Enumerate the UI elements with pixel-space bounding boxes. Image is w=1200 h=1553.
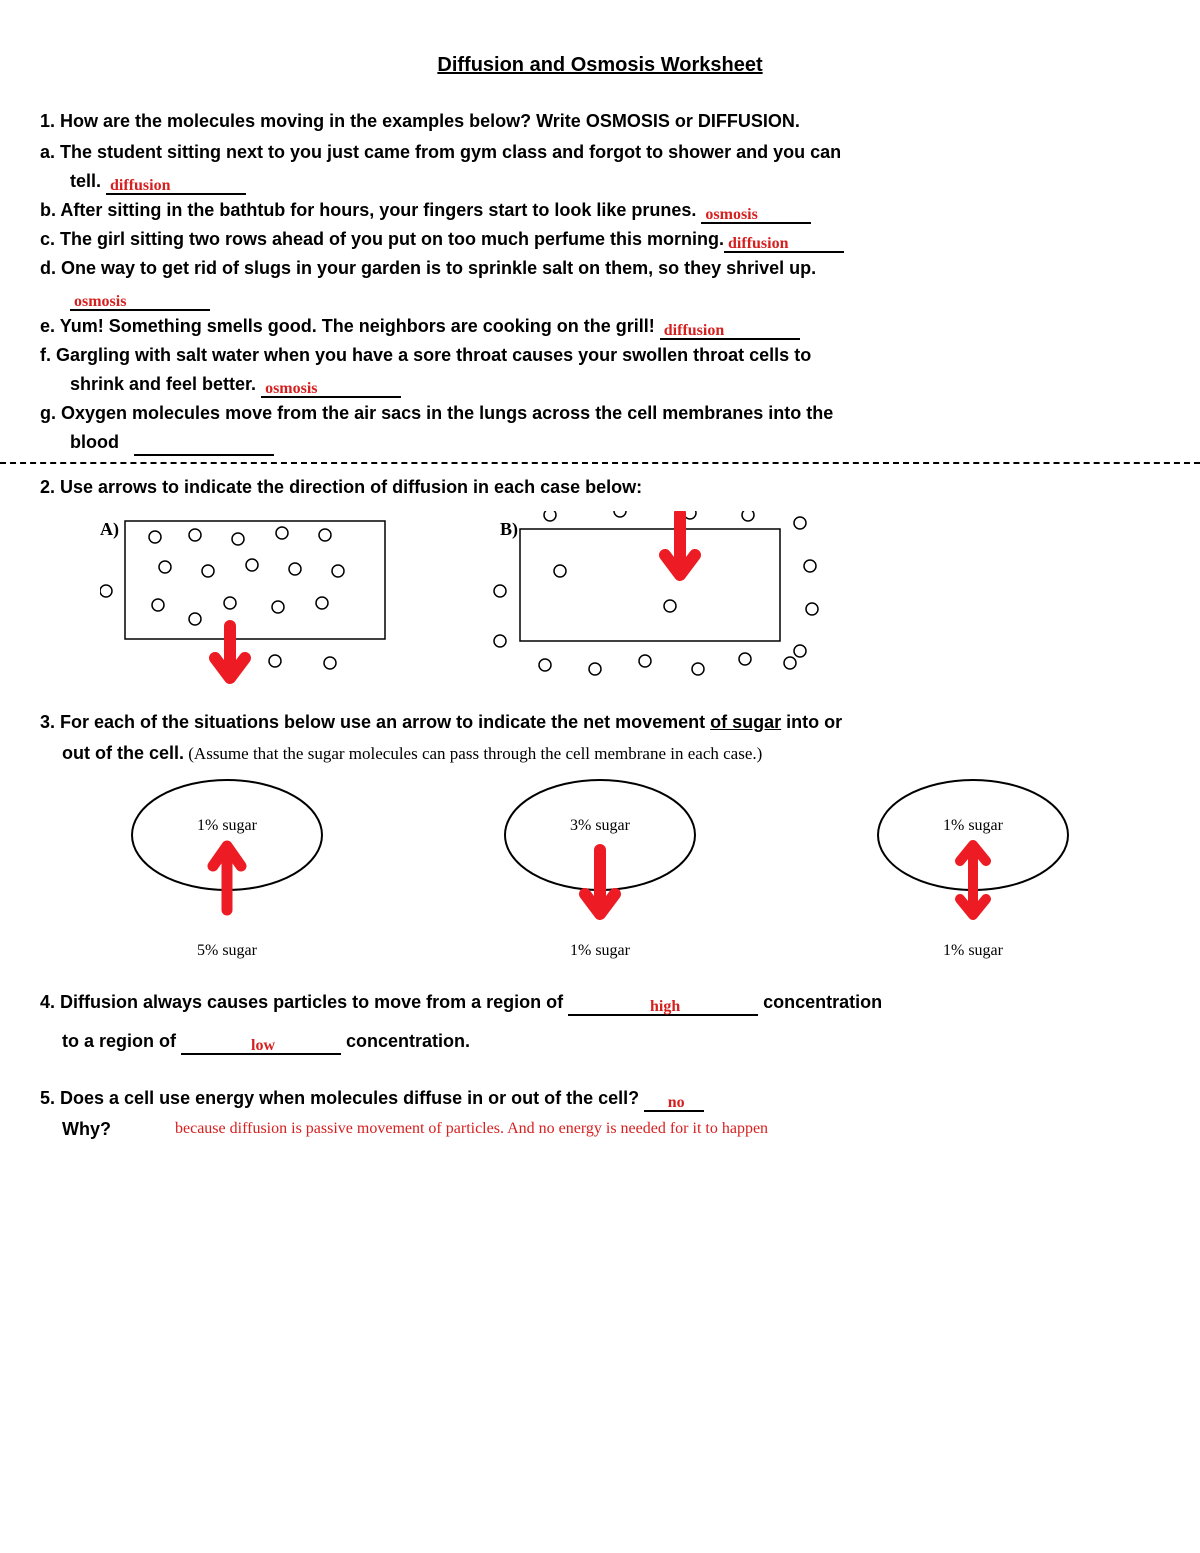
diagram-b-svg: B) xyxy=(480,511,840,691)
q1d-line2: osmosis xyxy=(70,284,1160,311)
q1g-line2: blood xyxy=(70,429,1160,456)
q1c: c. The girl sitting two rows ahead of yo… xyxy=(40,226,1160,253)
q5-why-label: Why? xyxy=(62,1116,111,1143)
svg-text:1% sugar: 1% sugar xyxy=(943,942,1004,959)
q1b: b. After sitting in the bathtub for hour… xyxy=(40,197,1160,224)
q1a-blank: diffusion xyxy=(106,173,246,195)
svg-text:1% sugar: 1% sugar xyxy=(943,817,1004,834)
q3-note: (Assume that the sugar molecules can pas… xyxy=(184,744,762,763)
q1f: f. Gargling with salt water when you hav… xyxy=(40,342,1160,369)
q1b-ans: osmosis xyxy=(701,206,757,223)
q1g-text: g. Oxygen molecules move from the air sa… xyxy=(40,403,833,423)
svg-text:1% sugar: 1% sugar xyxy=(197,817,258,834)
q5-ans: no xyxy=(664,1094,685,1111)
q1f-text2: shrink and feel better. xyxy=(70,374,256,394)
q1a: a. The student sitting next to you just … xyxy=(40,139,1160,166)
q4-ans1: high xyxy=(646,998,680,1015)
q1-pre: 1. How are the molecules moving in the e… xyxy=(40,111,586,131)
q4-ans2: low xyxy=(247,1037,275,1054)
q3-mid: into or xyxy=(781,712,842,732)
q1f-line2: shrink and feel better. osmosis xyxy=(70,371,1160,398)
diagram-a-svg: A) xyxy=(100,511,420,691)
diagram-b-label: B) xyxy=(500,519,518,540)
q4-line2: to a region of low concentration. xyxy=(62,1028,1160,1055)
q1c-ans: diffusion xyxy=(724,235,788,252)
q1c-text: c. The girl sitting two rows ahead of yo… xyxy=(40,229,724,249)
q3-cells: 1% sugar5% sugar3% sugar1% sugar1% sugar… xyxy=(40,775,1160,973)
q1e-text: e. Yum! Something smells good. The neigh… xyxy=(40,316,655,336)
q4-blank1: high xyxy=(568,994,758,1016)
diagram-a-box xyxy=(125,521,385,639)
section-divider xyxy=(0,462,1200,464)
cell-2: 1% sugar 1% sugar xyxy=(863,775,1083,973)
q3-pre: 3. For each of the situations below use … xyxy=(40,712,710,732)
q1f-text: f. Gargling with salt water when you hav… xyxy=(40,345,811,365)
q5-blank: no xyxy=(644,1090,704,1112)
q1a-text2: tell. xyxy=(70,171,101,191)
diagram-a: A) xyxy=(100,511,420,699)
q1f-ans: osmosis xyxy=(261,380,317,397)
diagram-a-circles xyxy=(100,527,344,669)
q3-kw: of sugar xyxy=(710,712,781,732)
q4-blank2: low xyxy=(181,1033,341,1055)
q1c-blank: diffusion xyxy=(724,231,844,253)
q1a-ans: diffusion xyxy=(106,177,170,194)
svg-text:1% sugar: 1% sugar xyxy=(570,942,631,959)
q1e: e. Yum! Something smells good. The neigh… xyxy=(40,313,1160,340)
q1e-ans: diffusion xyxy=(660,322,724,339)
q1b-blank: osmosis xyxy=(701,202,811,224)
q1f-blank: osmosis xyxy=(261,376,401,398)
q1-mid: or xyxy=(670,111,698,131)
diagram-a-arrow xyxy=(215,626,245,678)
diagram-b: B) xyxy=(480,511,840,699)
q1-kw2: DIFFUSION xyxy=(698,111,795,131)
q4-mid: concentration xyxy=(758,992,882,1012)
diagram-b-box xyxy=(520,529,780,641)
cell-0: 1% sugar 5% sugar xyxy=(117,775,337,973)
q5-pre: 5. Does a cell use energy when molecules… xyxy=(40,1088,644,1108)
q5-why-ans: because diffusion is passive movement of… xyxy=(171,1117,768,1141)
svg-text:3% sugar: 3% sugar xyxy=(570,817,631,834)
worksheet-title: Diffusion and Osmosis Worksheet xyxy=(40,50,1160,80)
q5: 5. Does a cell use energy when molecules… xyxy=(40,1085,1160,1112)
q1a-text: a. The student sitting next to you just … xyxy=(40,142,841,162)
cell-1: 3% sugar 1% sugar xyxy=(490,775,710,973)
diagram-a-label: A) xyxy=(100,519,119,540)
q5-why: Why? because diffusion is passive moveme… xyxy=(62,1116,1160,1143)
svg-text:5% sugar: 5% sugar xyxy=(197,942,258,959)
q2-prompt: 2. Use arrows to indicate the direction … xyxy=(40,474,1160,501)
q1-kw1: OSMOSIS xyxy=(586,111,670,131)
q1a-line2: tell. diffusion xyxy=(70,168,1160,195)
q1e-blank: diffusion xyxy=(660,318,800,340)
q4-pre: 4. Diffusion always causes particles to … xyxy=(40,992,568,1012)
q3-line2: out of the cell. (Assume that the sugar … xyxy=(62,740,1160,767)
q4-line2-pre: to a region of xyxy=(62,1031,181,1051)
q1-post: . xyxy=(795,111,800,131)
q1b-text: b. After sitting in the bathtub for hour… xyxy=(40,200,696,220)
q1g-blank xyxy=(134,434,274,456)
q1-prompt: 1. How are the molecules moving in the e… xyxy=(40,108,1160,135)
q1g-text2: blood xyxy=(70,432,119,452)
q1d-ans: osmosis xyxy=(70,293,126,310)
q3-prompt: 3. For each of the situations below use … xyxy=(40,709,1160,736)
q1d: d. One way to get rid of slugs in your g… xyxy=(40,255,1160,282)
q1d-blank: osmosis xyxy=(70,289,210,311)
q1d-text: d. One way to get rid of slugs in your g… xyxy=(40,258,816,278)
q4: 4. Diffusion always causes particles to … xyxy=(40,989,1160,1016)
q1g: g. Oxygen molecules move from the air sa… xyxy=(40,400,1160,427)
q2-diagrams: A) B) xyxy=(100,511,1160,699)
q3-line2-pre: out of the cell. xyxy=(62,743,184,763)
diagram-b-arrow xyxy=(665,513,695,575)
diagram-b-circles xyxy=(494,511,818,675)
q4-line2-post: concentration. xyxy=(341,1031,470,1051)
